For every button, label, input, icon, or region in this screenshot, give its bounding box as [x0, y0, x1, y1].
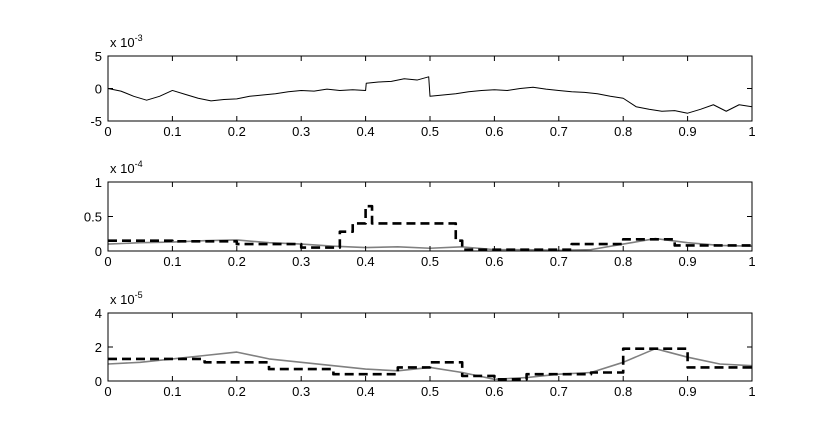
- y-tick-label: 0: [95, 82, 102, 97]
- axis-scale-exponent: -5: [135, 290, 143, 300]
- y-tick-label: -5: [90, 114, 102, 129]
- series-line: [108, 204, 752, 251]
- x-tick-label: 0.1: [163, 384, 181, 399]
- x-tick-label: 0.2: [228, 124, 246, 139]
- axis-scale-base: x 10: [110, 292, 135, 307]
- x-tick-label: 0.9: [679, 384, 697, 399]
- x-tick-label: 0.5: [421, 254, 439, 269]
- x-tick-label: 0.2: [228, 384, 246, 399]
- plot-area: [108, 313, 752, 381]
- plot-area: [108, 56, 752, 121]
- x-tick-label: 0.4: [357, 254, 375, 269]
- x-tick-label: 0.3: [292, 124, 310, 139]
- x-tick-label: 0: [104, 124, 111, 139]
- axis-scale-exponent: -4: [135, 159, 143, 169]
- y-tick-label: 0: [95, 374, 102, 389]
- x-tick-label: 0.8: [614, 254, 632, 269]
- x-tick-label: 0.3: [292, 384, 310, 399]
- y-tick-label: 4: [95, 306, 102, 321]
- x-tick-label: 1: [748, 124, 755, 139]
- axis-scale: x 10-5: [110, 290, 143, 307]
- x-tick-label: 0.1: [163, 254, 181, 269]
- x-tick-label: 0.8: [614, 124, 632, 139]
- y-tick-label: 0: [95, 244, 102, 259]
- x-tick-label: 0.5: [421, 124, 439, 139]
- x-tick-label: 0.6: [485, 124, 503, 139]
- x-tick-label: 0.7: [550, 384, 568, 399]
- x-tick-label: 0.1: [163, 124, 181, 139]
- series-line: [108, 347, 752, 381]
- x-tick-label: 0.7: [550, 254, 568, 269]
- y-tick-label: 2: [95, 340, 102, 355]
- y-tick-label: 1: [95, 175, 102, 190]
- y-tick-label: 0.5: [84, 210, 102, 225]
- x-tick-label: 1: [748, 384, 755, 399]
- x-tick-label: 0.4: [357, 384, 375, 399]
- x-tick-label: 0.9: [679, 124, 697, 139]
- axis-scale-exponent: -3: [135, 33, 143, 43]
- y-tick-label: 5: [95, 49, 102, 64]
- x-tick-label: 0.6: [485, 384, 503, 399]
- x-tick-label: 0.5: [421, 384, 439, 399]
- series-line: [107, 76, 753, 114]
- x-tick-label: 0: [104, 254, 111, 269]
- x-tick-label: 0.6: [485, 254, 503, 269]
- x-tick-label: 0.8: [614, 384, 632, 399]
- x-tick-label: 0.3: [292, 254, 310, 269]
- x-tick-label: 0.7: [550, 124, 568, 139]
- x-tick-label: 0.9: [679, 254, 697, 269]
- axis-scale: x 10-3: [110, 33, 143, 50]
- x-tick-label: 0.4: [357, 124, 375, 139]
- axis-scale-base: x 10: [110, 35, 135, 50]
- x-tick-label: 0.2: [228, 254, 246, 269]
- x-tick-label: 1: [748, 254, 755, 269]
- axis-scale-base: x 10: [110, 161, 135, 176]
- axis-scale: x 10-4: [110, 159, 143, 176]
- x-tick-label: 0: [104, 384, 111, 399]
